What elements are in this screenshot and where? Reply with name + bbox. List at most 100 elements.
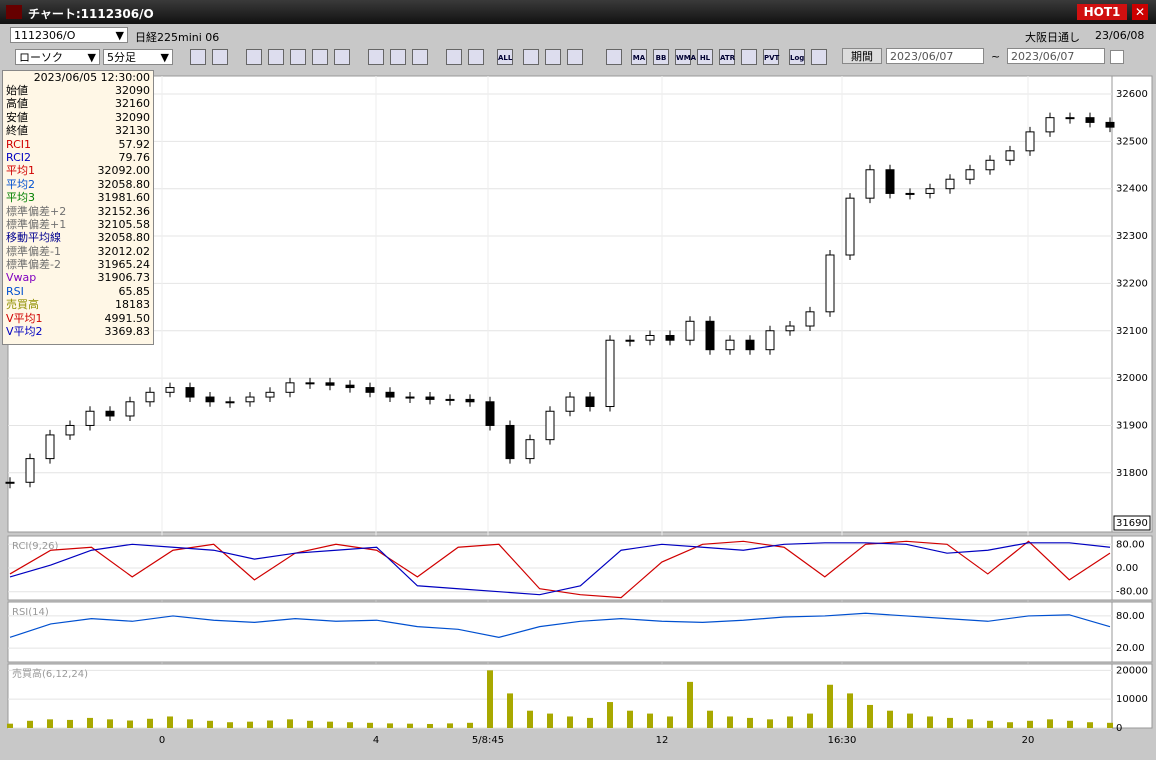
- candle: [885, 169, 895, 194]
- panel-title: 売買高(6,12,24): [12, 667, 88, 680]
- candle: [645, 334, 655, 341]
- candle: [185, 387, 195, 398]
- bar: [287, 719, 293, 728]
- candle: [485, 401, 495, 426]
- bar: [707, 710, 713, 728]
- bar: [1107, 722, 1113, 728]
- toolbar-icon[interactable]: [811, 49, 827, 65]
- toolbar-icon[interactable]: [523, 49, 539, 65]
- candle: [745, 339, 755, 351]
- info-value: 32090: [115, 84, 150, 97]
- toolbar-icon[interactable]: BB: [653, 49, 669, 65]
- toolbar-icon[interactable]: ALL: [497, 49, 513, 65]
- bar: [647, 713, 653, 728]
- price-tag-box: [1113, 515, 1151, 531]
- price-tag: 31690: [1113, 515, 1151, 531]
- info-label: 平均1: [6, 164, 35, 178]
- toolbar-icon[interactable]: [212, 49, 228, 65]
- candle: [605, 339, 615, 408]
- bar: [107, 719, 113, 728]
- info-value: 32160: [115, 97, 150, 111]
- toolbar-icon[interactable]: [246, 49, 262, 65]
- bar: [47, 719, 53, 728]
- to-date[interactable]: 2023/06/07: [1007, 48, 1105, 64]
- checkbox[interactable]: [1110, 50, 1124, 64]
- y-tick-label: 31900: [1116, 420, 1148, 431]
- y-tick-label: 20000: [1116, 665, 1148, 676]
- chart-type-select[interactable]: ローソク ▼: [15, 49, 100, 65]
- toolbar-icon[interactable]: [390, 49, 406, 65]
- bar: [67, 719, 73, 728]
- info-value: 32012.02: [97, 244, 151, 258]
- candle: [345, 384, 355, 389]
- close-button[interactable]: ✕: [1132, 4, 1148, 20]
- toolbar-icon[interactable]: [446, 49, 462, 65]
- toolbar-icon[interactable]: [741, 49, 757, 65]
- info-row: 標準偏差+1 32105.58: [3, 218, 153, 231]
- info-label: 終値: [6, 124, 28, 138]
- candle: [265, 391, 275, 398]
- from-date[interactable]: 2023/06/07: [886, 48, 984, 64]
- bar: [687, 681, 693, 728]
- info-row: 標準偏差-1 32012.02: [3, 245, 153, 258]
- bar: [1087, 722, 1093, 728]
- interval: 5分足: [107, 51, 136, 64]
- symbol: 1112306/O: [14, 29, 76, 42]
- candle: [285, 382, 295, 393]
- candle: [725, 339, 735, 351]
- y-tick-label: 20.00: [1116, 643, 1145, 654]
- info-value: 32090: [115, 110, 150, 124]
- info-value: 31906.73: [97, 271, 151, 285]
- interval-select[interactable]: 5分足 ▼: [103, 49, 173, 65]
- toolbar-icon[interactable]: PVT: [763, 49, 779, 65]
- bar: [907, 713, 913, 728]
- toolbar-icon[interactable]: [190, 49, 206, 65]
- bar: [1067, 720, 1073, 728]
- toolbar-icon[interactable]: [567, 49, 583, 65]
- info-value: 32092.00: [97, 164, 151, 178]
- toolbar-icon[interactable]: [312, 49, 328, 65]
- candle: [565, 396, 575, 412]
- bar: [607, 702, 613, 728]
- period-button[interactable]: 期間: [842, 48, 882, 64]
- candle: [665, 334, 675, 341]
- info-label: 標準偏差-1: [6, 244, 61, 258]
- bar: [947, 717, 953, 728]
- info-value: 79.76: [118, 150, 151, 164]
- toolbar-icon[interactable]: [468, 49, 484, 65]
- candle: [805, 311, 815, 327]
- toolbar-icon[interactable]: WMA: [675, 49, 696, 65]
- candle: [905, 192, 915, 195]
- symbol-select[interactable]: 1112306/O ▼: [10, 27, 128, 43]
- candle: [385, 391, 395, 398]
- candle: [525, 439, 535, 460]
- bar: [1027, 720, 1033, 728]
- bar: [507, 693, 513, 728]
- toolbar-icon[interactable]: HL: [697, 49, 713, 65]
- axis-bg: [1111, 535, 1153, 601]
- candle: [85, 410, 95, 426]
- hot-button[interactable]: HOT1: [1077, 4, 1127, 20]
- bar: [387, 723, 393, 728]
- toolbar-icon[interactable]: [290, 49, 306, 65]
- toolbar-icon[interactable]: [606, 49, 622, 65]
- toolbar-icon[interactable]: [545, 49, 561, 65]
- candle: [1065, 117, 1075, 120]
- bar: [1047, 719, 1053, 728]
- chart-type: ローソク: [19, 51, 63, 64]
- y-tick-label: 10000: [1116, 694, 1148, 705]
- toolbar-icon[interactable]: [334, 49, 350, 65]
- info-datetime: 2023/06/05 12:30:00: [33, 71, 150, 84]
- bar: [527, 710, 533, 728]
- info-row: 売買高 18183: [3, 298, 153, 311]
- toolbar-icon[interactable]: [268, 49, 284, 65]
- toolbar-icon[interactable]: [412, 49, 428, 65]
- toolbar-icon[interactable]: MA: [631, 49, 647, 65]
- app-icon: [6, 5, 22, 19]
- bar: [87, 717, 93, 728]
- toolbar-icon[interactable]: Log: [789, 49, 805, 65]
- bar: [847, 693, 853, 728]
- toolbar-icon[interactable]: ATR: [719, 49, 735, 65]
- toolbar-icon[interactable]: [368, 49, 384, 65]
- candle: [1085, 117, 1095, 123]
